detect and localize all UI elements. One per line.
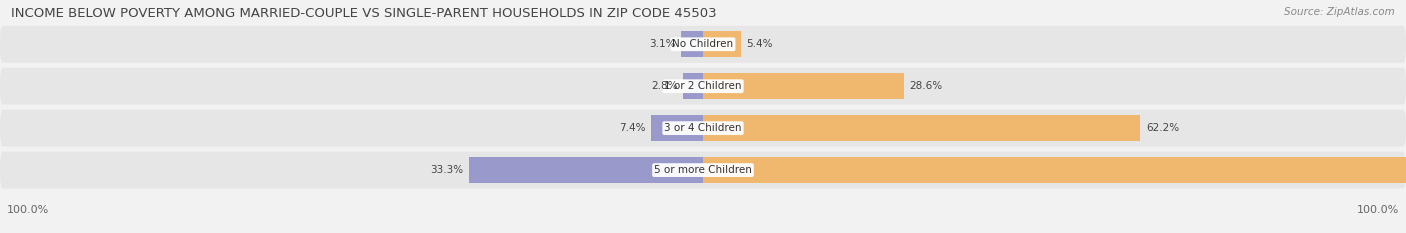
Text: No Children: No Children: [672, 39, 734, 49]
Bar: [470, 157, 703, 183]
Text: INCOME BELOW POVERTY AMONG MARRIED-COUPLE VS SINGLE-PARENT HOUSEHOLDS IN ZIP COD: INCOME BELOW POVERTY AMONG MARRIED-COUPL…: [11, 7, 717, 20]
Text: 3.1%: 3.1%: [650, 39, 675, 49]
Text: 62.2%: 62.2%: [1146, 123, 1180, 133]
Text: 3 or 4 Children: 3 or 4 Children: [664, 123, 742, 133]
Text: 1 or 2 Children: 1 or 2 Children: [664, 81, 742, 91]
FancyBboxPatch shape: [0, 68, 1406, 105]
FancyBboxPatch shape: [0, 110, 1406, 147]
Bar: [703, 31, 741, 57]
Text: 7.4%: 7.4%: [619, 123, 645, 133]
Text: 2.8%: 2.8%: [651, 81, 678, 91]
Text: 5.4%: 5.4%: [747, 39, 773, 49]
Text: 100.0%: 100.0%: [7, 205, 49, 215]
Bar: [703, 115, 1140, 141]
FancyBboxPatch shape: [0, 152, 1406, 188]
Text: 28.6%: 28.6%: [910, 81, 943, 91]
Bar: [703, 157, 1406, 183]
Bar: [682, 31, 703, 57]
Bar: [651, 115, 703, 141]
Bar: [703, 73, 904, 99]
FancyBboxPatch shape: [0, 26, 1406, 63]
Text: Source: ZipAtlas.com: Source: ZipAtlas.com: [1284, 7, 1395, 17]
Text: 100.0%: 100.0%: [1357, 205, 1399, 215]
Bar: [683, 73, 703, 99]
Text: 33.3%: 33.3%: [430, 165, 464, 175]
Text: 5 or more Children: 5 or more Children: [654, 165, 752, 175]
